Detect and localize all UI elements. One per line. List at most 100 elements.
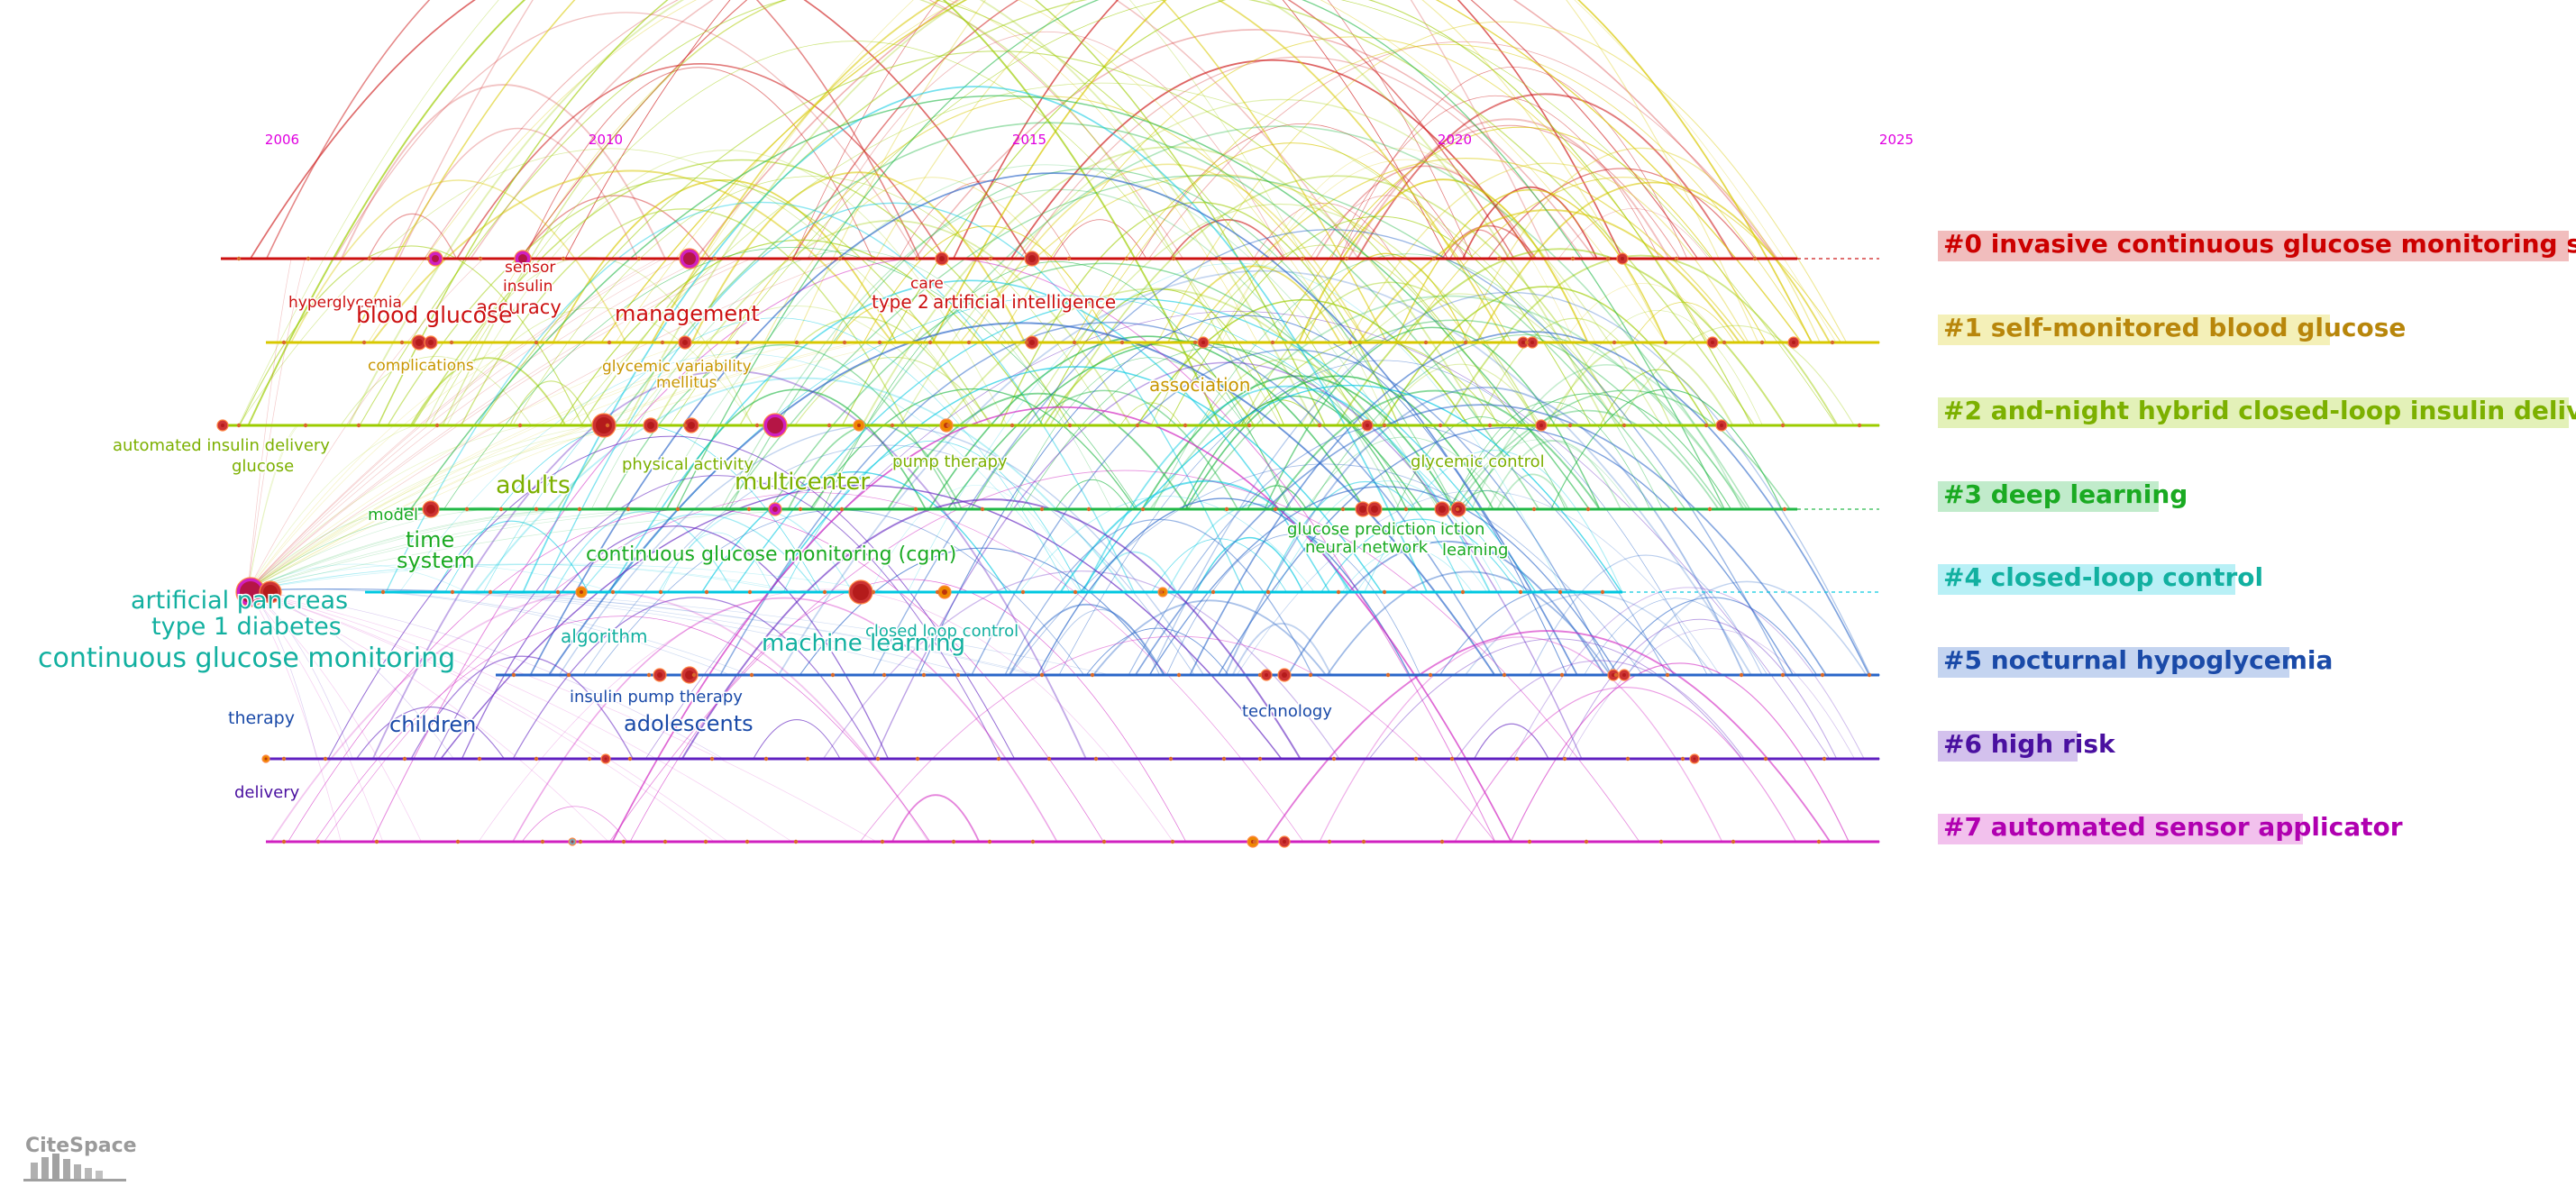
keyword-tick xyxy=(915,756,920,762)
keyword-tick xyxy=(1336,589,1341,595)
keyword-node-core xyxy=(264,757,268,761)
keyword-tick xyxy=(1073,589,1078,595)
keyword-tick xyxy=(880,839,885,844)
citation-arc xyxy=(1217,427,1795,676)
keyword-node-core xyxy=(1792,341,1795,344)
citation-arc xyxy=(1347,162,1749,343)
keyword-tick xyxy=(517,423,523,428)
cross-cluster-link xyxy=(247,342,761,591)
citation-arc xyxy=(569,82,1634,426)
cross-cluster-link xyxy=(247,588,751,676)
keyword-label: neural network xyxy=(1305,538,1429,557)
keyword-tick xyxy=(1385,672,1391,678)
keyword-tick xyxy=(605,423,610,428)
cross-cluster-link xyxy=(247,589,384,843)
keyword-tick xyxy=(281,340,287,345)
citation-arc xyxy=(238,148,983,426)
keyword-tick xyxy=(1816,839,1822,844)
citation-arc xyxy=(1021,347,1417,510)
keyword-tick xyxy=(498,506,504,512)
keyword-tick xyxy=(709,756,715,762)
cross-cluster-link xyxy=(247,588,731,676)
keyword-tick xyxy=(1867,672,1872,678)
keyword-tick xyxy=(1046,756,1052,762)
citation-arc xyxy=(724,175,1686,510)
citation-arc xyxy=(1058,360,1708,676)
keyword-label: insulin xyxy=(503,278,553,296)
keyword-tick xyxy=(1403,506,1409,512)
citation-arc xyxy=(582,444,1195,676)
citation-arc xyxy=(1072,142,1512,343)
keyword-tick xyxy=(566,672,571,678)
keyword-label: closed loop control xyxy=(865,622,1019,641)
keyword-tick xyxy=(402,756,407,762)
citation-arc xyxy=(873,361,1583,760)
keyword-node-core xyxy=(432,255,439,262)
citation-arc xyxy=(1270,389,1601,510)
citation-arc xyxy=(1300,293,1619,426)
citation-arc xyxy=(1080,385,1622,593)
keyword-node-core xyxy=(942,589,947,595)
keyword-node-core xyxy=(857,424,861,427)
cross-cluster-link xyxy=(247,563,804,593)
cluster-label: #1 self-monitored blood glucose xyxy=(1943,313,2406,342)
citation-arc xyxy=(794,356,993,426)
keyword-tick xyxy=(1707,506,1713,512)
citation-arc xyxy=(629,306,965,426)
cross-cluster-link xyxy=(247,258,663,591)
keyword-node-core xyxy=(657,672,662,678)
citation-arc xyxy=(1156,21,1848,343)
citation-arc xyxy=(1476,317,1672,426)
cluster-label: #6 high risk xyxy=(1943,729,2116,759)
citation-arc xyxy=(1607,597,1818,676)
keyword-tick xyxy=(449,340,454,345)
keyword-tick xyxy=(1273,506,1278,512)
keyword-tick xyxy=(534,506,539,512)
keyword-label: iction xyxy=(1440,520,1484,539)
citation-arc xyxy=(1085,627,1229,676)
citation-arc xyxy=(440,485,1283,760)
citation-arc xyxy=(519,195,711,260)
citation-arc xyxy=(1166,265,1341,343)
citation-arc xyxy=(918,315,1567,676)
cross-cluster-link xyxy=(247,258,306,591)
keyword-tick xyxy=(306,256,311,261)
citation-arc xyxy=(1381,286,1710,426)
citation-arc xyxy=(1454,409,1720,510)
citation-arc xyxy=(753,719,841,760)
keyword-label: accuracy xyxy=(476,296,562,318)
citation-arc xyxy=(811,125,1751,510)
keyword-tick xyxy=(1217,256,1222,261)
keyword-tick xyxy=(1382,589,1387,595)
citation-arc xyxy=(1151,538,1287,593)
keyword-tick xyxy=(450,589,455,595)
citation-arcs xyxy=(238,0,1871,843)
keyword-tick xyxy=(1463,340,1468,345)
keyword-tick xyxy=(842,340,847,345)
citation-arc xyxy=(1510,662,1850,843)
keyword-tick xyxy=(380,589,386,595)
citation-arc xyxy=(654,164,1439,510)
keyword-tick xyxy=(1570,256,1576,261)
keyword-node-core xyxy=(1029,340,1035,345)
keyword-node-core xyxy=(1521,341,1525,344)
cross-cluster-link xyxy=(247,563,614,593)
citation-arc xyxy=(807,32,1286,260)
citation-arc xyxy=(1310,195,1466,260)
cluster-label-highlight xyxy=(1938,397,2569,428)
keyword-tick xyxy=(488,589,493,595)
citation-arc xyxy=(512,597,876,760)
keyword-tick xyxy=(236,256,242,261)
citation-arc xyxy=(581,513,818,593)
citation-arc xyxy=(324,492,1304,843)
keyword-tick xyxy=(827,423,832,428)
keyword-nodes xyxy=(216,248,1872,848)
citation-arc xyxy=(1189,331,1870,676)
citation-arc xyxy=(359,0,1363,426)
citation-arc xyxy=(1274,480,1503,593)
citation-arc xyxy=(1200,358,1375,426)
cluster-label: #4 closed-loop control xyxy=(1943,562,2263,592)
keyword-tick xyxy=(682,423,688,428)
citation-arc xyxy=(1149,295,1749,510)
keyword-node-core xyxy=(682,340,688,345)
